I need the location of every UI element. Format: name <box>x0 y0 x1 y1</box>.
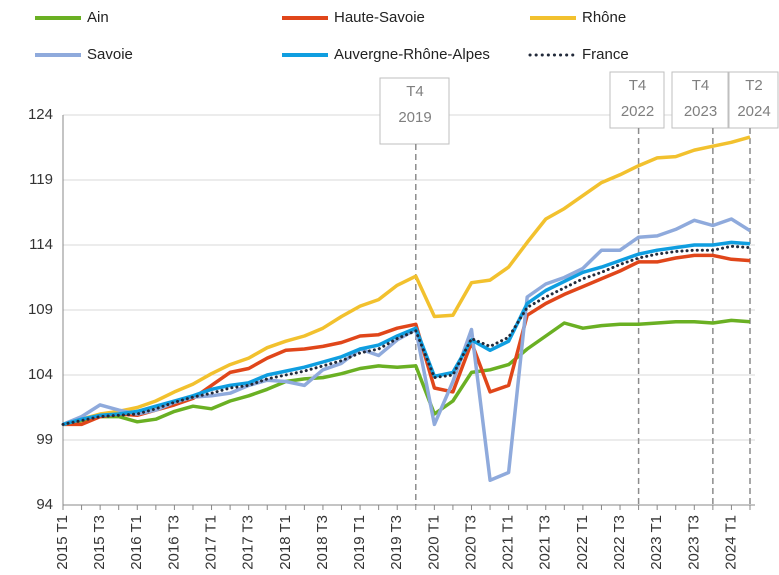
x-tick-label: 2021 T1 <box>500 515 517 570</box>
annotation-box <box>379 77 450 145</box>
x-tick-label: 2015 T1 <box>54 515 71 570</box>
x-tick-label: 2016 T1 <box>128 515 145 570</box>
y-tick-label: 114 <box>29 236 53 253</box>
x-tick-label: 2023 T3 <box>685 515 702 570</box>
annotation-text: 2023 <box>684 103 717 120</box>
x-tick-label: 2019 T1 <box>351 515 368 570</box>
annotation-text: T4 <box>629 77 647 94</box>
x-tick-label: 2017 T1 <box>203 515 220 570</box>
x-tick-label: 2023 T1 <box>648 515 665 570</box>
annotation-text: 2024 <box>737 103 770 120</box>
y-tick-label: 99 <box>36 431 53 448</box>
x-tick-label: 2021 T3 <box>537 515 554 570</box>
annotation-text: 2019 <box>398 109 431 126</box>
annotation-text: T4 <box>692 77 710 94</box>
x-tick-label: 2020 T1 <box>425 515 442 570</box>
y-tick-label: 104 <box>28 366 53 383</box>
y-tick-label: 94 <box>36 496 53 513</box>
x-tick-label: 2022 T3 <box>611 515 628 570</box>
legend-label: Auvergne-Rhône-Alpes <box>334 46 490 63</box>
x-tick-label: 2017 T3 <box>240 515 257 570</box>
y-tick-label: 119 <box>29 171 53 188</box>
x-tick-label: 2022 T1 <box>574 515 591 570</box>
x-tick-label: 2020 T3 <box>462 515 479 570</box>
y-tick-label: 124 <box>28 106 53 123</box>
x-tick-label: 2016 T3 <box>165 515 182 570</box>
legend-label: Haute-Savoie <box>334 9 425 26</box>
annotation-text: T2 <box>745 77 763 94</box>
x-tick-label: 2015 T3 <box>91 515 108 570</box>
legend-label: Savoie <box>87 46 133 63</box>
annotation-text: T4 <box>406 83 424 100</box>
series-line <box>63 253 751 427</box>
series-line <box>62 217 751 483</box>
annotation-text: 2022 <box>621 103 654 120</box>
annotation-box <box>728 71 779 129</box>
legend-label: Ain <box>87 9 109 26</box>
x-tick-label: 2024 T1 <box>722 515 739 570</box>
series-line <box>62 318 751 427</box>
legend-label: France <box>582 46 629 63</box>
legend-label: Rhône <box>582 9 626 26</box>
annotation-box <box>671 71 729 129</box>
series-line <box>61 244 752 426</box>
series-line <box>62 135 751 427</box>
x-tick-label: 2019 T3 <box>388 515 405 570</box>
y-tick-label: 109 <box>28 301 53 318</box>
x-tick-label: 2018 T1 <box>277 515 294 570</box>
annotation-box <box>609 71 665 129</box>
x-tick-label: 2018 T3 <box>314 515 331 570</box>
